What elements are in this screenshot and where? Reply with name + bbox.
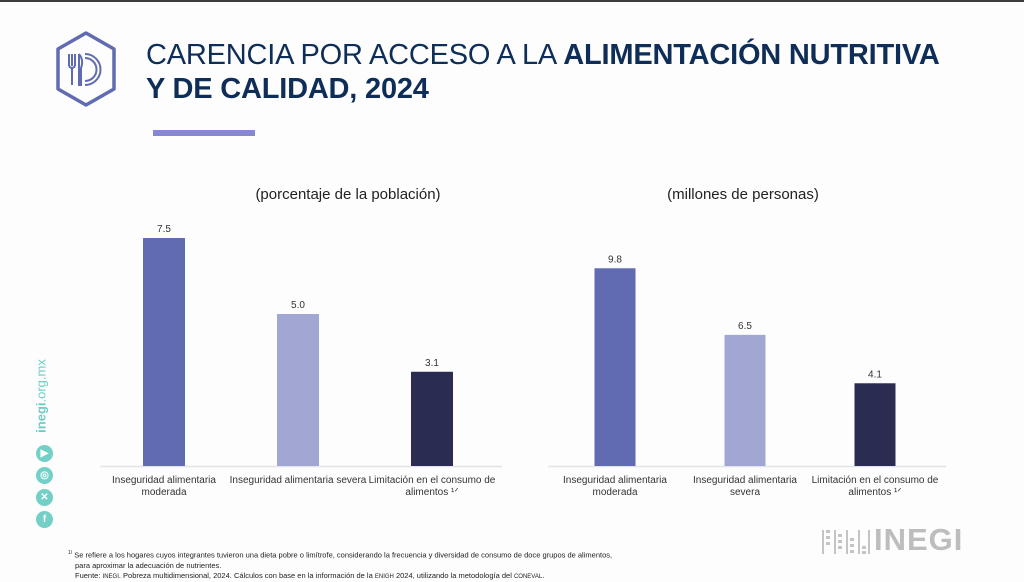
right-value-label-3: 4.1 — [868, 369, 882, 380]
source-text: Fuente: — [75, 570, 103, 580]
left-bar-2 — [277, 314, 319, 466]
source-text-c: 2024, utilizando la metodología del — [393, 570, 514, 580]
left-category-label-1: moderada — [141, 487, 186, 498]
chart-left-subtitle: (porcentaje de la población) — [255, 186, 441, 203]
instagram-icon[interactable]: ◎ — [36, 467, 53, 484]
left-bar-3 — [411, 371, 453, 466]
source-text-d: . — [542, 570, 545, 580]
title-bold: ALIMENTACIÓN NUTRITIVA — [563, 39, 940, 71]
right-value-label-1: 9.8 — [608, 254, 622, 265]
left-category-label-3: Limitación en el consumo de — [369, 475, 496, 486]
left-category-label-3: alimentos ¹ᐟ — [405, 487, 458, 498]
site-prefix: inegi — [33, 402, 49, 433]
facebook-icon[interactable]: f — [36, 511, 53, 528]
footnote: 1/ Se refiere a los hogares cuyos integr… — [68, 548, 612, 582]
right-bar-3 — [854, 383, 896, 466]
right-category-label-2: severa — [730, 487, 760, 498]
left-category-label-1: Inseguridad alimentaria — [112, 475, 216, 486]
inegi-brand-text: INEGI — [874, 522, 964, 557]
left-value-label-2: 5.0 — [291, 300, 305, 311]
right-category-label-3: Limitación en el consumo de — [812, 475, 939, 486]
title-accent-bar — [153, 130, 255, 136]
footnote-source: Fuente: INEGI. Pobreza multidimensional,… — [68, 571, 612, 582]
right-bar-2 — [724, 334, 766, 466]
right-value-label-2: 6.5 — [738, 321, 752, 332]
source-coneval: CONEVAL — [513, 573, 543, 580]
right-bar-1 — [594, 268, 636, 466]
site-suffix: .org.mx — [33, 359, 49, 403]
footnote-line2: para aproximar la adecuación de nutrient… — [75, 560, 222, 570]
right-category-label-1: moderada — [592, 487, 637, 498]
youtube-icon[interactable]: ▶ — [36, 445, 53, 462]
source-text-b: . Pobreza multidimensional, 2024. Cálcul… — [118, 570, 375, 580]
footnote-marker: 1/ — [68, 550, 73, 556]
left-category-label-2: Inseguridad alimentaria severa — [230, 475, 367, 486]
source-enigh: ENIGH — [374, 573, 394, 580]
footnote-line1: Se refiere a los hogares cuyos integrant… — [72, 550, 613, 560]
title-bold-line2: Y DE CALIDAD, 2024 — [146, 73, 429, 105]
left-value-label-3: 3.1 — [425, 358, 439, 369]
right-category-label-3: alimentos ¹ᐟ — [848, 487, 901, 498]
page-title: CARENCIA POR ACCESO A LA ALIMENTACIÓN NU… — [146, 38, 940, 106]
title-light: CARENCIA POR ACCESO A LA — [146, 39, 564, 71]
left-value-label-1: 7.5 — [157, 224, 171, 235]
left-bar-1 — [143, 238, 185, 466]
source-inegi: INEGI — [102, 573, 119, 580]
plate-fork-knife-hexagon-icon — [56, 31, 116, 107]
chart-right-subtitle: (millones de personas) — [667, 186, 819, 203]
right-category-label-2: Inseguridad alimentaria — [693, 475, 797, 486]
website-label[interactable]: inegi.org.mx — [33, 354, 49, 438]
inegi-logo-icon — [822, 530, 870, 554]
right-category-label-1: Inseguridad alimentaria — [563, 475, 667, 486]
x-icon[interactable]: ✕ — [36, 489, 53, 506]
